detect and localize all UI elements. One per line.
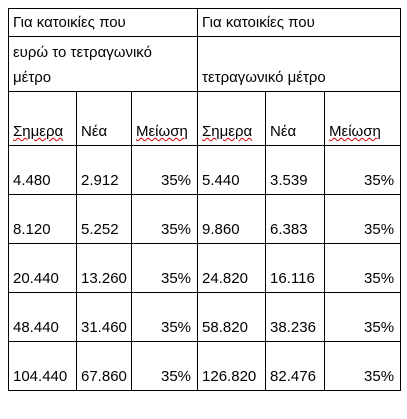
table-cell: 9.860 (197, 194, 267, 244)
table-cell: 24.820 (197, 243, 267, 293)
table-cell: 5.440 (197, 145, 267, 195)
column-header-text: Μείωση (136, 123, 188, 140)
header-cell: Για κατοικίες που (7, 8, 199, 37)
table-cell: 48.440 (8, 292, 77, 342)
table-cell: 2.912 (76, 145, 132, 195)
table-cell: 31.460 (76, 292, 132, 342)
table-cell: 35% (130, 194, 199, 244)
column-header: Σημερα (197, 91, 267, 146)
table-row: 48.440 31.460 35% 58.820 38.236 35% (8, 292, 402, 342)
table-cell: 3.539 (265, 145, 326, 195)
table-cell: 35% (130, 341, 199, 391)
table-cell: 20.440 (8, 243, 77, 293)
table-row: 104.440 67.860 35% 126.820 82.476 35% (8, 341, 402, 391)
table-cell: 38.236 (265, 292, 326, 342)
price-table: Για κατοικίες που Για κατοικίες που ευρώ… (7, 8, 402, 391)
column-header-text: Νέα (81, 123, 108, 140)
table-cell: 16.116 (265, 243, 326, 293)
table-cell: 126.820 (197, 341, 267, 391)
column-header: Νέα (76, 91, 132, 146)
table-row: 4.480 2.912 35% 5.440 3.539 35% (8, 145, 402, 195)
table-cell: 13.260 (76, 243, 132, 293)
table-cell: 6.383 (265, 194, 326, 244)
column-header-text: Μείωση (329, 123, 381, 140)
table-cell: 58.820 (197, 292, 267, 342)
table-cell: 35% (324, 341, 402, 391)
table-cell: 82.476 (265, 341, 326, 391)
column-header: Νέα (265, 91, 326, 146)
column-header: Μείωση (130, 91, 199, 146)
table-cell: 4.480 (8, 145, 77, 195)
table-cell: 104.440 (8, 341, 77, 391)
column-header: Μείωση (324, 91, 402, 146)
table-cell: 35% (324, 243, 402, 293)
subheader-cell: ευρώ το τετραγωνικό μέτρο (7, 36, 199, 92)
subheader-cell: τετραγωνικό μέτρο (197, 36, 402, 92)
column-header: Σημερα (8, 91, 77, 146)
table-cell: 35% (130, 243, 199, 293)
column-header-row: Σημερα Νέα Μείωση Σημερα Νέα Μείωση (8, 91, 402, 146)
table-row: 8.120 5.252 35% 9.860 6.383 35% (8, 194, 402, 244)
table-cell: 35% (324, 194, 402, 244)
table-cell: 35% (324, 145, 402, 195)
column-header-text: Σημερα (13, 123, 64, 140)
table-cell: 67.860 (76, 341, 132, 391)
table-cell: 35% (130, 292, 199, 342)
table-cell: 35% (130, 145, 199, 195)
table-cell: 8.120 (8, 194, 77, 244)
table-row: 20.440 13.260 35% 24.820 16.116 35% (8, 243, 402, 293)
table-cell: 35% (324, 292, 402, 342)
column-header-text: Σημερα (202, 123, 253, 140)
column-header-text: Νέα (270, 123, 297, 140)
table-cell: 5.252 (76, 194, 132, 244)
header-cell: Για κατοικίες που (197, 8, 402, 37)
